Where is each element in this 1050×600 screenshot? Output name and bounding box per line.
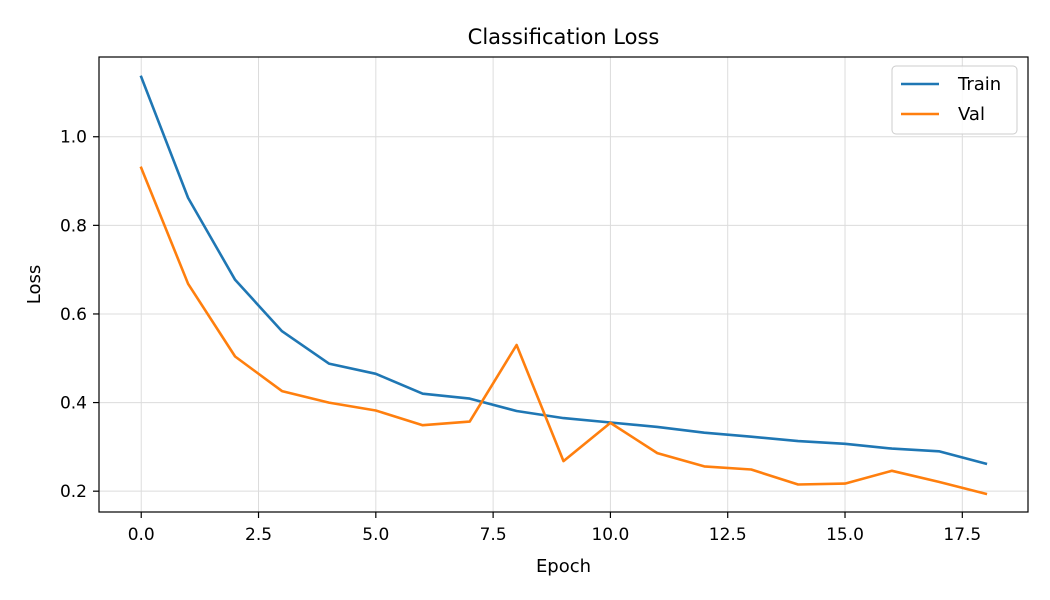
x-tick-label: 7.5 [480, 525, 507, 545]
x-tick-label: 10.0 [591, 525, 629, 545]
y-axis-ticks: 0.2 0.4 0.6 0.8 1.0 [60, 128, 99, 502]
legend-label-train: Train [957, 74, 1001, 95]
x-tick-label: 12.5 [709, 525, 747, 545]
series-lines [139, 75, 988, 496]
x-tick-label: 2.5 [245, 525, 272, 545]
legend: Train Val [891, 65, 1018, 135]
x-axis-ticks: 0.0 2.5 5.0 7.5 10.0 12.5 15.0 17.5 [128, 512, 981, 545]
y-tick-label: 0.4 [60, 394, 87, 414]
grid [99, 57, 1028, 512]
x-axis-label: Epoch [536, 556, 591, 577]
legend-label-val: Val [958, 104, 985, 125]
x-tick-label: 17.5 [943, 525, 981, 545]
chart-title: Classification Loss [468, 25, 660, 49]
x-tick-label: 15.0 [826, 525, 864, 545]
y-tick-label: 0.2 [60, 482, 87, 502]
series-line-train [139, 75, 988, 466]
y-tick-label: 0.6 [60, 305, 87, 325]
x-tick-label: 0.0 [128, 525, 155, 545]
x-tick-label: 5.0 [362, 525, 389, 545]
y-tick-label: 0.8 [60, 216, 87, 236]
y-tick-label: 1.0 [60, 128, 87, 148]
series-line-val [139, 166, 988, 496]
y-axis-label: Loss [24, 265, 45, 304]
plot-frame [98, 56, 1029, 513]
